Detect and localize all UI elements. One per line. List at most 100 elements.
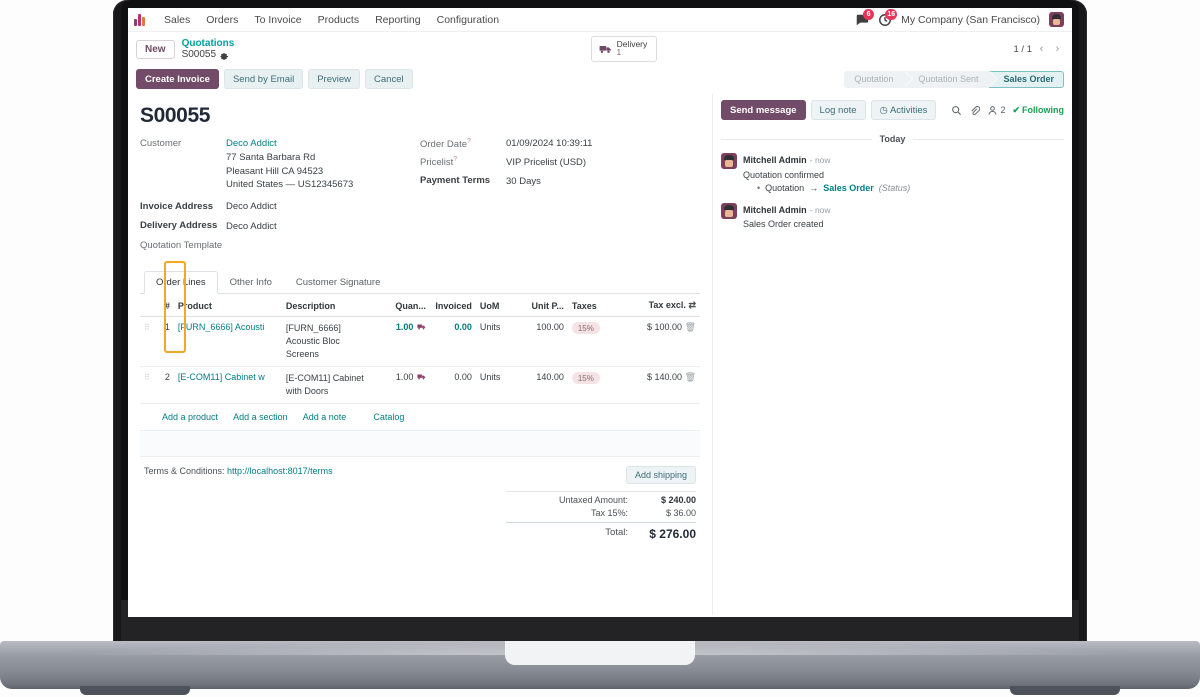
cell-product[interactable]: [FURN_6666] Acousti (173, 316, 282, 368)
menu-reporting[interactable]: Reporting (375, 13, 421, 26)
add-shipping-button[interactable]: Add shipping (625, 466, 696, 485)
chevron-right-icon[interactable]: › (1055, 43, 1060, 56)
log-note-button[interactable]: Log note (810, 100, 866, 121)
breadcrumb-quotations[interactable]: Quotations (181, 37, 235, 49)
following-toggle[interactable]: ✔ Following (1012, 104, 1064, 116)
message-time: - now (809, 155, 831, 166)
trash-icon[interactable]: 🗑 (684, 372, 696, 383)
cell-uom[interactable]: Units (475, 316, 516, 368)
create-invoice-button[interactable]: Create Invoice (136, 69, 219, 90)
add-section-link[interactable]: Add a section (233, 412, 288, 423)
tab-order-lines[interactable]: Order Lines (144, 271, 218, 295)
odoo-logo-icon[interactable] (134, 13, 148, 26)
product-link[interactable]: [E-COM11] Cabinet w (177, 372, 265, 383)
info-icon[interactable]: ? (453, 156, 458, 164)
cell-unit-price[interactable]: 140.00 (515, 366, 568, 405)
col-uom[interactable]: UoM (475, 294, 516, 318)
catalog-link[interactable]: Catalog (373, 412, 405, 423)
menu-products[interactable]: Products (317, 13, 360, 26)
cell-description[interactable]: [E-COM11] Cabinet with Doors (281, 366, 372, 405)
message-text: Sales Order created (743, 219, 824, 230)
notebook-tabs: Order Lines Other Info Customer Signatur… (140, 271, 700, 295)
table-row[interactable]: ⠿ 1 [FURN_6666] Acousti [FURN_6666] Acou… (140, 316, 700, 368)
customer-link[interactable]: Deco Addict (226, 138, 277, 150)
field-value-delivery-address[interactable]: Deco Addict (226, 220, 277, 232)
cell-product[interactable]: [E-COM11] Cabinet w (173, 366, 282, 405)
chatter-tools: 2 ✔ Following (951, 105, 1064, 116)
menu-sales[interactable]: Sales (164, 13, 191, 26)
drag-handle-icon[interactable]: ⠿ (140, 316, 154, 368)
followers-icon[interactable]: 2 (987, 105, 1005, 116)
column-settings-icon[interactable]: ⇄ (688, 300, 696, 311)
cancel-button[interactable]: Cancel (365, 69, 413, 90)
menu-orders[interactable]: Orders (206, 13, 239, 26)
col-tax-excl[interactable]: Tax excl. ⇄ (621, 294, 700, 318)
cell-uom[interactable]: Units (475, 366, 516, 405)
cell-taxes[interactable]: 15% (567, 366, 622, 405)
order-lines-header: # Product Description Quan... Invoiced U… (140, 294, 700, 318)
status-quotation-sent[interactable]: Quotation Sent (904, 70, 999, 88)
field-label-quotation-template: Quotation Template (140, 240, 223, 252)
cell-unit-price[interactable]: 100.00 (515, 316, 568, 368)
delivery-smart-button[interactable]: Delivery 1 (590, 36, 658, 63)
col-taxes[interactable]: Taxes (567, 294, 622, 318)
field-customer: Customer Deco Addict 77 Santa Barbara Rd… (140, 137, 420, 192)
col-invoiced[interactable]: Invoiced (429, 294, 476, 318)
gear-icon[interactable] (220, 51, 229, 60)
info-icon[interactable]: ? (467, 137, 471, 145)
cell-quantity[interactable]: 1.00 (371, 316, 430, 368)
messages-icon[interactable]: 6 (855, 8, 875, 27)
send-message-button[interactable]: Send message (721, 100, 806, 121)
smart-buttons-area: Delivery 1 (234, 36, 1013, 63)
form-sheet: S00055 Customer Deco Addict 77 Santa Bar… (128, 94, 712, 542)
total-untaxed-amount: $ 240.00 (660, 495, 696, 506)
add-line-row: Add a product Add a section Add a note C… (140, 404, 700, 432)
customer-address-line3: United States — US12345673 (226, 179, 354, 191)
menu-configuration[interactable]: Configuration (436, 13, 500, 26)
new-button[interactable]: New (136, 39, 175, 59)
messages-badge: 6 (863, 8, 875, 20)
field-value-order-date[interactable]: 01/09/2024 10:39:11 (506, 138, 593, 150)
cell-invoiced: 0.00 (429, 316, 476, 368)
add-note-link[interactable]: Add a note (302, 412, 347, 423)
control-panel: New Quotations S00055 (128, 32, 1072, 95)
cell-invoiced: 0.00 (429, 366, 476, 405)
paperclip-icon[interactable] (969, 105, 981, 116)
field-value-invoice-address[interactable]: Deco Addict (226, 201, 277, 213)
tab-other-info[interactable]: Other Info (229, 277, 272, 289)
field-value-payment-terms[interactable]: 30 Days (506, 175, 541, 187)
field-column-left: Customer Deco Addict 77 Santa Barbara Rd… (140, 137, 420, 256)
col-description[interactable]: Description (281, 294, 372, 318)
message-body: Mitchell Admin - now Quotation confirmed… (743, 153, 910, 195)
status-sales-order[interactable]: Sales Order (989, 70, 1064, 88)
list-item: Mitchell Admin - now Sales Order created (721, 202, 1064, 231)
company-switcher[interactable]: My Company (San Francisco) (901, 13, 1040, 26)
cell-description[interactable]: [FURN_6666] Acoustic Bloc Screens (281, 316, 372, 368)
activities-clock-icon[interactable]: 16 (878, 8, 898, 27)
avatar[interactable] (1049, 12, 1064, 27)
menu-to-invoice[interactable]: To Invoice (254, 13, 302, 26)
cell-taxes[interactable]: 15% (567, 316, 622, 368)
chevron-left-icon[interactable]: ‹ (1039, 43, 1044, 56)
drag-handle-icon[interactable]: ⠿ (140, 366, 154, 405)
terms-link[interactable]: http://localhost:8017/terms (227, 466, 333, 477)
delivery-smart-button-text: Delivery 1 (616, 39, 648, 58)
activities-button[interactable]: ◷ Activities (870, 100, 937, 121)
trash-icon[interactable]: 🗑 (684, 322, 696, 333)
col-number[interactable]: # (153, 294, 174, 318)
col-quantity[interactable]: Quan... (371, 294, 430, 318)
delivery-label: Delivery (616, 39, 648, 49)
col-unit-price[interactable]: Unit P... (515, 294, 568, 318)
add-product-link[interactable]: Add a product (162, 412, 219, 423)
product-link[interactable]: [FURN_6666] Acousti (177, 322, 265, 333)
send-by-email-button[interactable]: Send by Email (223, 69, 304, 90)
preview-button[interactable]: Preview (308, 69, 361, 90)
status-quotation[interactable]: Quotation (844, 70, 914, 88)
table-row[interactable]: ⠿ 2 [E-COM11] Cabinet w [E-COM11] Cabine… (140, 366, 700, 405)
tab-customer-signature[interactable]: Customer Signature (295, 277, 381, 289)
search-icon[interactable] (951, 105, 962, 116)
field-value-pricelist[interactable]: VIP Pricelist (USD) (506, 156, 587, 168)
col-product[interactable]: Product (173, 294, 282, 318)
cell-quantity[interactable]: 1.00 (371, 366, 430, 405)
